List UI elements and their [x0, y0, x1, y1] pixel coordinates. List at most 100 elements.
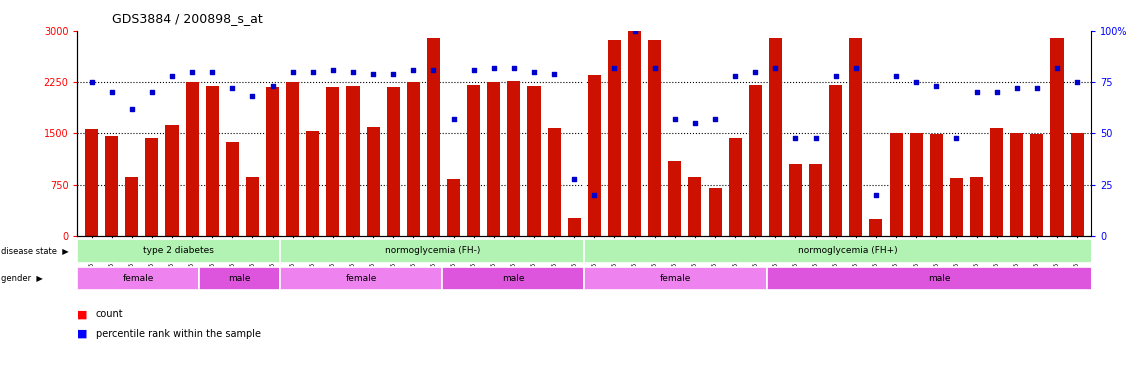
Text: female: female — [659, 274, 691, 283]
Text: female: female — [345, 274, 377, 283]
Text: disease state  ▶: disease state ▶ — [1, 246, 68, 255]
Bar — [608, 40, 621, 236]
Point — [726, 73, 744, 79]
Bar — [280, 266, 442, 290]
Point — [485, 65, 503, 71]
Bar — [648, 40, 662, 236]
Bar — [367, 127, 379, 236]
Point — [183, 69, 202, 75]
Point — [887, 73, 906, 79]
Bar — [588, 75, 601, 236]
Bar — [567, 218, 581, 236]
Bar — [990, 128, 1003, 236]
Bar — [789, 164, 802, 236]
Point — [384, 71, 402, 77]
Point — [244, 93, 262, 99]
Point — [525, 69, 543, 75]
Point — [927, 83, 945, 89]
Point — [746, 69, 764, 75]
Bar — [1050, 38, 1064, 236]
Point — [82, 79, 100, 85]
Bar — [267, 87, 279, 236]
Bar — [527, 86, 541, 236]
Bar — [387, 87, 400, 236]
Point — [948, 134, 966, 141]
Text: female: female — [123, 274, 154, 283]
Text: ■: ■ — [77, 329, 88, 339]
Bar — [809, 164, 822, 236]
Bar — [688, 177, 702, 236]
Point — [907, 79, 925, 85]
Bar — [850, 38, 862, 236]
Point — [686, 120, 704, 126]
Point — [1048, 65, 1066, 71]
Bar — [146, 137, 158, 236]
Point — [546, 71, 564, 77]
Bar — [1071, 134, 1083, 236]
Bar — [910, 134, 923, 236]
Bar — [628, 31, 641, 236]
Point — [605, 65, 623, 71]
Point — [505, 65, 523, 71]
Point — [123, 106, 141, 112]
Point — [465, 67, 483, 73]
Text: ■: ■ — [77, 310, 88, 319]
Point — [665, 116, 683, 122]
Text: gender  ▶: gender ▶ — [1, 274, 43, 283]
Bar — [890, 134, 902, 236]
Point — [284, 69, 302, 75]
Text: type 2 diabetes: type 2 diabetes — [144, 246, 214, 255]
Point — [223, 85, 241, 91]
Bar — [446, 179, 460, 236]
Point — [323, 67, 342, 73]
Point — [625, 28, 644, 34]
Bar — [1010, 133, 1023, 236]
Text: normoglycemia (FH-): normoglycemia (FH-) — [385, 246, 480, 255]
Point — [203, 69, 221, 75]
Bar — [1031, 134, 1043, 236]
Point — [404, 67, 423, 73]
Text: male: male — [928, 274, 950, 283]
Point — [344, 69, 362, 75]
Point — [1008, 85, 1026, 91]
Point — [163, 73, 181, 79]
Text: normoglycemia (FH+): normoglycemia (FH+) — [798, 246, 898, 255]
Point — [967, 89, 985, 95]
Point — [806, 134, 825, 141]
Bar — [346, 86, 360, 236]
Bar — [950, 178, 962, 236]
Bar — [226, 142, 239, 236]
Point — [767, 65, 785, 71]
Point — [263, 83, 281, 89]
Point — [827, 73, 845, 79]
Bar — [286, 82, 300, 236]
Bar — [548, 128, 560, 236]
Bar — [77, 266, 199, 290]
Bar — [199, 266, 280, 290]
Bar — [427, 38, 440, 236]
Bar — [186, 82, 198, 236]
Bar — [767, 266, 1112, 290]
Bar — [769, 38, 781, 236]
Bar — [327, 87, 339, 236]
Text: male: male — [502, 274, 525, 283]
Bar — [105, 136, 118, 236]
Bar — [748, 85, 762, 236]
Bar — [829, 85, 842, 236]
Point — [1068, 79, 1087, 85]
Bar — [77, 239, 280, 263]
Point — [706, 116, 724, 122]
Text: male: male — [229, 274, 251, 283]
Point — [565, 175, 583, 182]
Point — [786, 134, 804, 141]
Bar — [729, 137, 741, 236]
Point — [304, 69, 322, 75]
Point — [103, 89, 121, 95]
Point — [585, 192, 604, 198]
Point — [1027, 85, 1046, 91]
Bar — [206, 86, 219, 236]
Bar — [970, 177, 983, 236]
Bar — [85, 129, 98, 236]
Bar — [584, 239, 1112, 263]
Text: percentile rank within the sample: percentile rank within the sample — [96, 329, 261, 339]
